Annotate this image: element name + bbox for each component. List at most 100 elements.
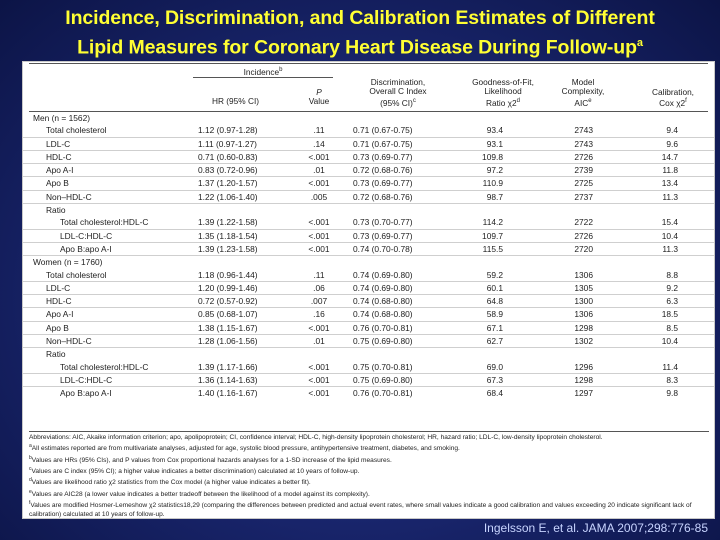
source-citation: Ingelsson E, et al. JAMA 2007;298:776-85 — [483, 521, 708, 535]
row-label: LDL-C:HDL-C — [60, 230, 113, 241]
aic-cell: 2743 — [574, 138, 593, 149]
hr-cell: 1.37 (1.20-1.57) — [198, 178, 258, 189]
row-label: Total cholesterol:HDL-C — [60, 361, 149, 372]
footnote-mark: e — [29, 488, 32, 495]
calibration-cell: 14.7 — [661, 151, 678, 162]
row-label: HDL-C — [46, 296, 72, 307]
slide-title-line-2-text: Lipid Measures for Coronary Heart Diseas… — [77, 36, 637, 59]
table-row: Total cholesterol:HDL-C 1.39 (1.22-1.58) <… — [23, 216, 714, 230]
aic-cell: 2722 — [574, 217, 593, 228]
likelihood-ratio-cell: 110.9 — [482, 178, 503, 189]
p-value-cell: .06 — [313, 282, 325, 293]
row-label: Non–HDL-C — [46, 191, 92, 202]
row-label: Apo B — [46, 322, 69, 333]
col-header-goodness-of-fit: Goodness-of-Fit, Likelihood Ratio χ2d — [472, 77, 534, 108]
c-index-cell: 0.74 (0.69-0.80) — [353, 269, 413, 280]
col-header-model-complexity: Model Complexity, AICe — [561, 77, 605, 108]
table-row: Apo B:apo A-I 1.40 (1.16-1.67) <.001 0.76 (… — [23, 387, 714, 399]
table-row: Non–HDL-C 1.28 (1.06-1.56) .01 0.75 (0.69-0… — [23, 335, 714, 349]
calibration-cell: 9.6 — [666, 138, 678, 149]
hr-cell: 1.20 (0.99-1.46) — [198, 282, 258, 293]
row-label: Total cholesterol:HDL-C — [60, 217, 149, 228]
table-row: Apo B:apo A-I 1.39 (1.23-1.58) <.001 0.74 (… — [23, 243, 714, 257]
row-label: Ratio — [46, 205, 66, 216]
footnote-mark: d — [29, 477, 32, 484]
likelihood-ratio-cell: 68.4 — [486, 388, 503, 399]
hr-cell: 1.35 (1.18-1.54) — [198, 230, 258, 241]
likelihood-ratio-cell: 59.2 — [486, 269, 503, 280]
p-value-cell: <.001 — [308, 374, 330, 385]
c-index-cell: 0.72 (0.68-0.76) — [353, 165, 413, 176]
p-value-cell: .16 — [313, 309, 325, 320]
footnote-text: Values are AIC28 (a lower value indicate… — [31, 490, 370, 498]
slide-title-line-1: Incidence, Discrimination, and Calibrati… — [65, 7, 655, 29]
row-label: Apo B:apo A-I — [60, 388, 112, 399]
col-header-p: P Value — [308, 87, 330, 107]
likelihood-ratio-cell: 64.8 — [486, 296, 503, 307]
likelihood-ratio-cell: 98.7 — [486, 191, 503, 202]
table-header: Incidenceb HR (95% CI) P Value Discrimin… — [23, 62, 714, 112]
footnote-item: dValues are likelihood ratio χ2 statisti… — [29, 476, 709, 487]
footnote-item: fValues are modified Hosmer-Lemeshow χ2 … — [29, 499, 709, 518]
table-section-heading: Women (n = 1760) — [23, 256, 714, 268]
table-row: Total cholesterol 1.18 (0.96-1.44) .11 0.74… — [23, 269, 714, 282]
calibration-cell: 9.8 — [666, 388, 678, 399]
table-row: LDL-C 1.20 (0.99-1.46) .06 0.74 (0.69-0.80)… — [23, 282, 714, 296]
row-label: LDL-C — [46, 282, 71, 293]
aic-cell: 1298 — [574, 374, 593, 385]
row-label: Total cholesterol — [46, 125, 107, 136]
footnote-item: bValues are HRs (95% CIs), and P values … — [29, 454, 709, 465]
calibration-cell: 10.4 — [661, 230, 678, 241]
likelihood-ratio-cell: 114.2 — [482, 217, 503, 228]
p-value-cell: .11 — [313, 269, 325, 280]
slide-title: Incidence, Discrimination, and Calibrati… — [0, 6, 720, 61]
p-value-cell: <.001 — [308, 178, 330, 189]
results-table: Incidenceb HR (95% CI) P Value Discrimin… — [22, 61, 715, 519]
calibration-cell: 13.4 — [661, 178, 678, 189]
table-footnotes: Abbreviations: AIC, Akaike information c… — [29, 431, 709, 518]
aic-cell: 2726 — [574, 230, 593, 241]
row-label: LDL-C:HDL-C — [60, 374, 113, 385]
p-value-cell: .007 — [310, 296, 328, 307]
table-subheading: Ratio — [23, 204, 714, 216]
likelihood-ratio-cell: 97.2 — [486, 165, 503, 176]
footnote-abbreviations: Abbreviations: AIC, Akaike information c… — [29, 434, 603, 441]
c-index-cell: 0.75 (0.69-0.80) — [353, 336, 413, 347]
hr-cell: 1.39 (1.17-1.66) — [198, 361, 258, 372]
p-value-cell: <.001 — [308, 361, 330, 372]
p-value-cell: .005 — [310, 191, 328, 202]
incidence-group-label: Incidenceb — [243, 66, 283, 77]
incidence-group-rule — [193, 77, 333, 78]
row-label: HDL-C — [46, 151, 72, 162]
hr-cell: 1.12 (0.97-1.28) — [198, 125, 258, 136]
table-row: Total cholesterol:HDL-C 1.39 (1.17-1.66) <… — [23, 361, 714, 374]
header-bottom-rule — [29, 111, 708, 112]
c-index-cell: 0.71 (0.67-0.75) — [353, 125, 413, 136]
table-body: Men (n = 1562) Total cholesterol 1.12 (0.9… — [23, 112, 714, 400]
col-header-discrimination: Discrimination, Overall C Index (95% CI)… — [369, 77, 427, 108]
aic-cell: 1305 — [574, 282, 593, 293]
hr-cell: 0.72 (0.57-0.92) — [198, 296, 258, 307]
c-index-cell: 0.73 (0.70-0.77) — [353, 217, 413, 228]
row-label: Men (n = 1562) — [33, 113, 91, 123]
table-row: LDL-C:HDL-C 1.35 (1.18-1.54) <.001 0.73 (0.… — [23, 230, 714, 243]
row-label: Total cholesterol — [46, 269, 107, 280]
hr-cell: 1.39 (1.22-1.58) — [198, 217, 258, 228]
p-value-cell: <.001 — [308, 151, 330, 162]
p-value-cell: <.001 — [308, 388, 330, 399]
table-row: Apo B 1.37 (1.20-1.57) <.001 0.73 (0.69-0.7… — [23, 177, 714, 191]
table-row: Apo A-I 0.85 (0.68-1.07) .16 0.74 (0.68-0.8… — [23, 308, 714, 322]
c-index-cell: 0.74 (0.68-0.80) — [353, 309, 413, 320]
hr-cell: 1.22 (1.06-1.40) — [198, 191, 258, 202]
calibration-cell: 11.3 — [662, 191, 678, 202]
p-value-cell: .01 — [313, 336, 325, 347]
col-header-calibration: Calibration, Cox χ2f — [652, 87, 694, 109]
c-index-cell: 0.76 (0.70-0.81) — [353, 322, 413, 333]
c-index-cell: 0.75 (0.69-0.80) — [353, 374, 413, 385]
likelihood-ratio-cell: 58.9 — [486, 309, 503, 320]
hr-cell: 1.39 (1.23-1.58) — [198, 243, 258, 254]
aic-cell: 1298 — [574, 322, 593, 333]
likelihood-ratio-cell: 93.4 — [486, 125, 503, 136]
likelihood-ratio-cell: 67.1 — [486, 322, 503, 333]
row-label: Apo A-I — [46, 309, 74, 320]
